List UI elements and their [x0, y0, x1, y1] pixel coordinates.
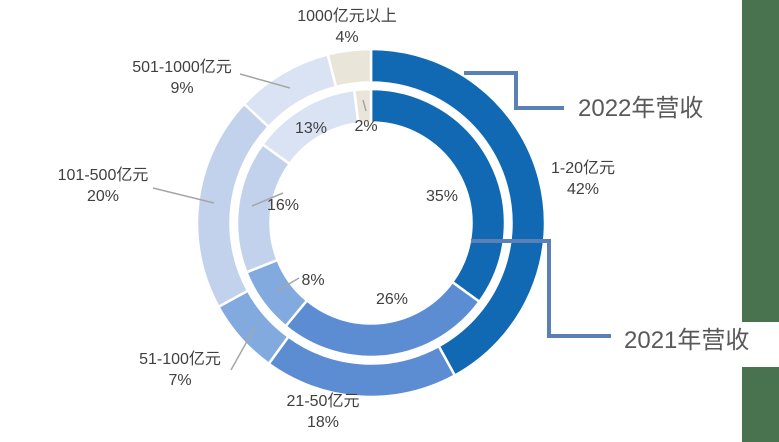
series-label-2021: 2021年营收 [624, 327, 750, 354]
inner-percent-51-100: 8% [301, 272, 325, 289]
category-label-1-20: 1-20亿元 42% [513, 158, 653, 200]
inner-percent-1000-plus: 2% [354, 118, 378, 135]
category-name: 1-20亿元 [550, 160, 616, 177]
green-accent-bar-top [742, 0, 779, 322]
leader-line-5 [362, 99, 367, 112]
category-name: 501-1000亿元 [132, 59, 232, 76]
series-label-2022: 2022年营收 [578, 95, 704, 122]
inner-percent-101-500: 16% [266, 197, 300, 214]
leader-line-4 [276, 277, 300, 292]
inner-percent-1-20: 35% [425, 188, 459, 205]
category-label-501-1000: 501-1000亿元 9% [112, 57, 252, 99]
leader-line-1 [152, 187, 215, 204]
callout-connector-2022 [464, 71, 564, 110]
donut-segment-inner-5[interactable] [352, 87, 373, 125]
category-name: 21-50亿元 [286, 393, 360, 410]
leader-line-2 [230, 326, 256, 371]
green-accent-bar-bottom [742, 367, 779, 442]
category-name: 101-500亿元 [57, 167, 149, 184]
inner-percent-501-1000: 13% [294, 120, 328, 137]
category-percent-2022: 4% [335, 29, 359, 46]
category-name: 51-100亿元 [139, 351, 221, 368]
category-percent-2022: 18% [306, 414, 340, 431]
category-name: 1000亿元以上 [297, 8, 397, 25]
category-percent-2022: 7% [168, 372, 192, 389]
category-label-1000-plus: 1000亿元以上 4% [277, 6, 417, 48]
category-percent-2022: 20% [86, 188, 120, 205]
donut-segment-outer-5[interactable] [326, 47, 373, 89]
inner-percent-21-50: 26% [375, 291, 409, 308]
category-label-101-500: 101-500亿元 20% [33, 165, 173, 207]
category-percent-2022: 9% [170, 80, 194, 97]
leader-line-3 [251, 192, 284, 207]
category-label-51-100: 51-100亿元 7% [110, 349, 250, 391]
callout-connector-2021 [471, 239, 611, 338]
leader-line-0 [239, 73, 291, 89]
category-label-21-50: 21-50亿元 18% [253, 391, 393, 433]
category-percent-2022: 42% [566, 181, 600, 198]
